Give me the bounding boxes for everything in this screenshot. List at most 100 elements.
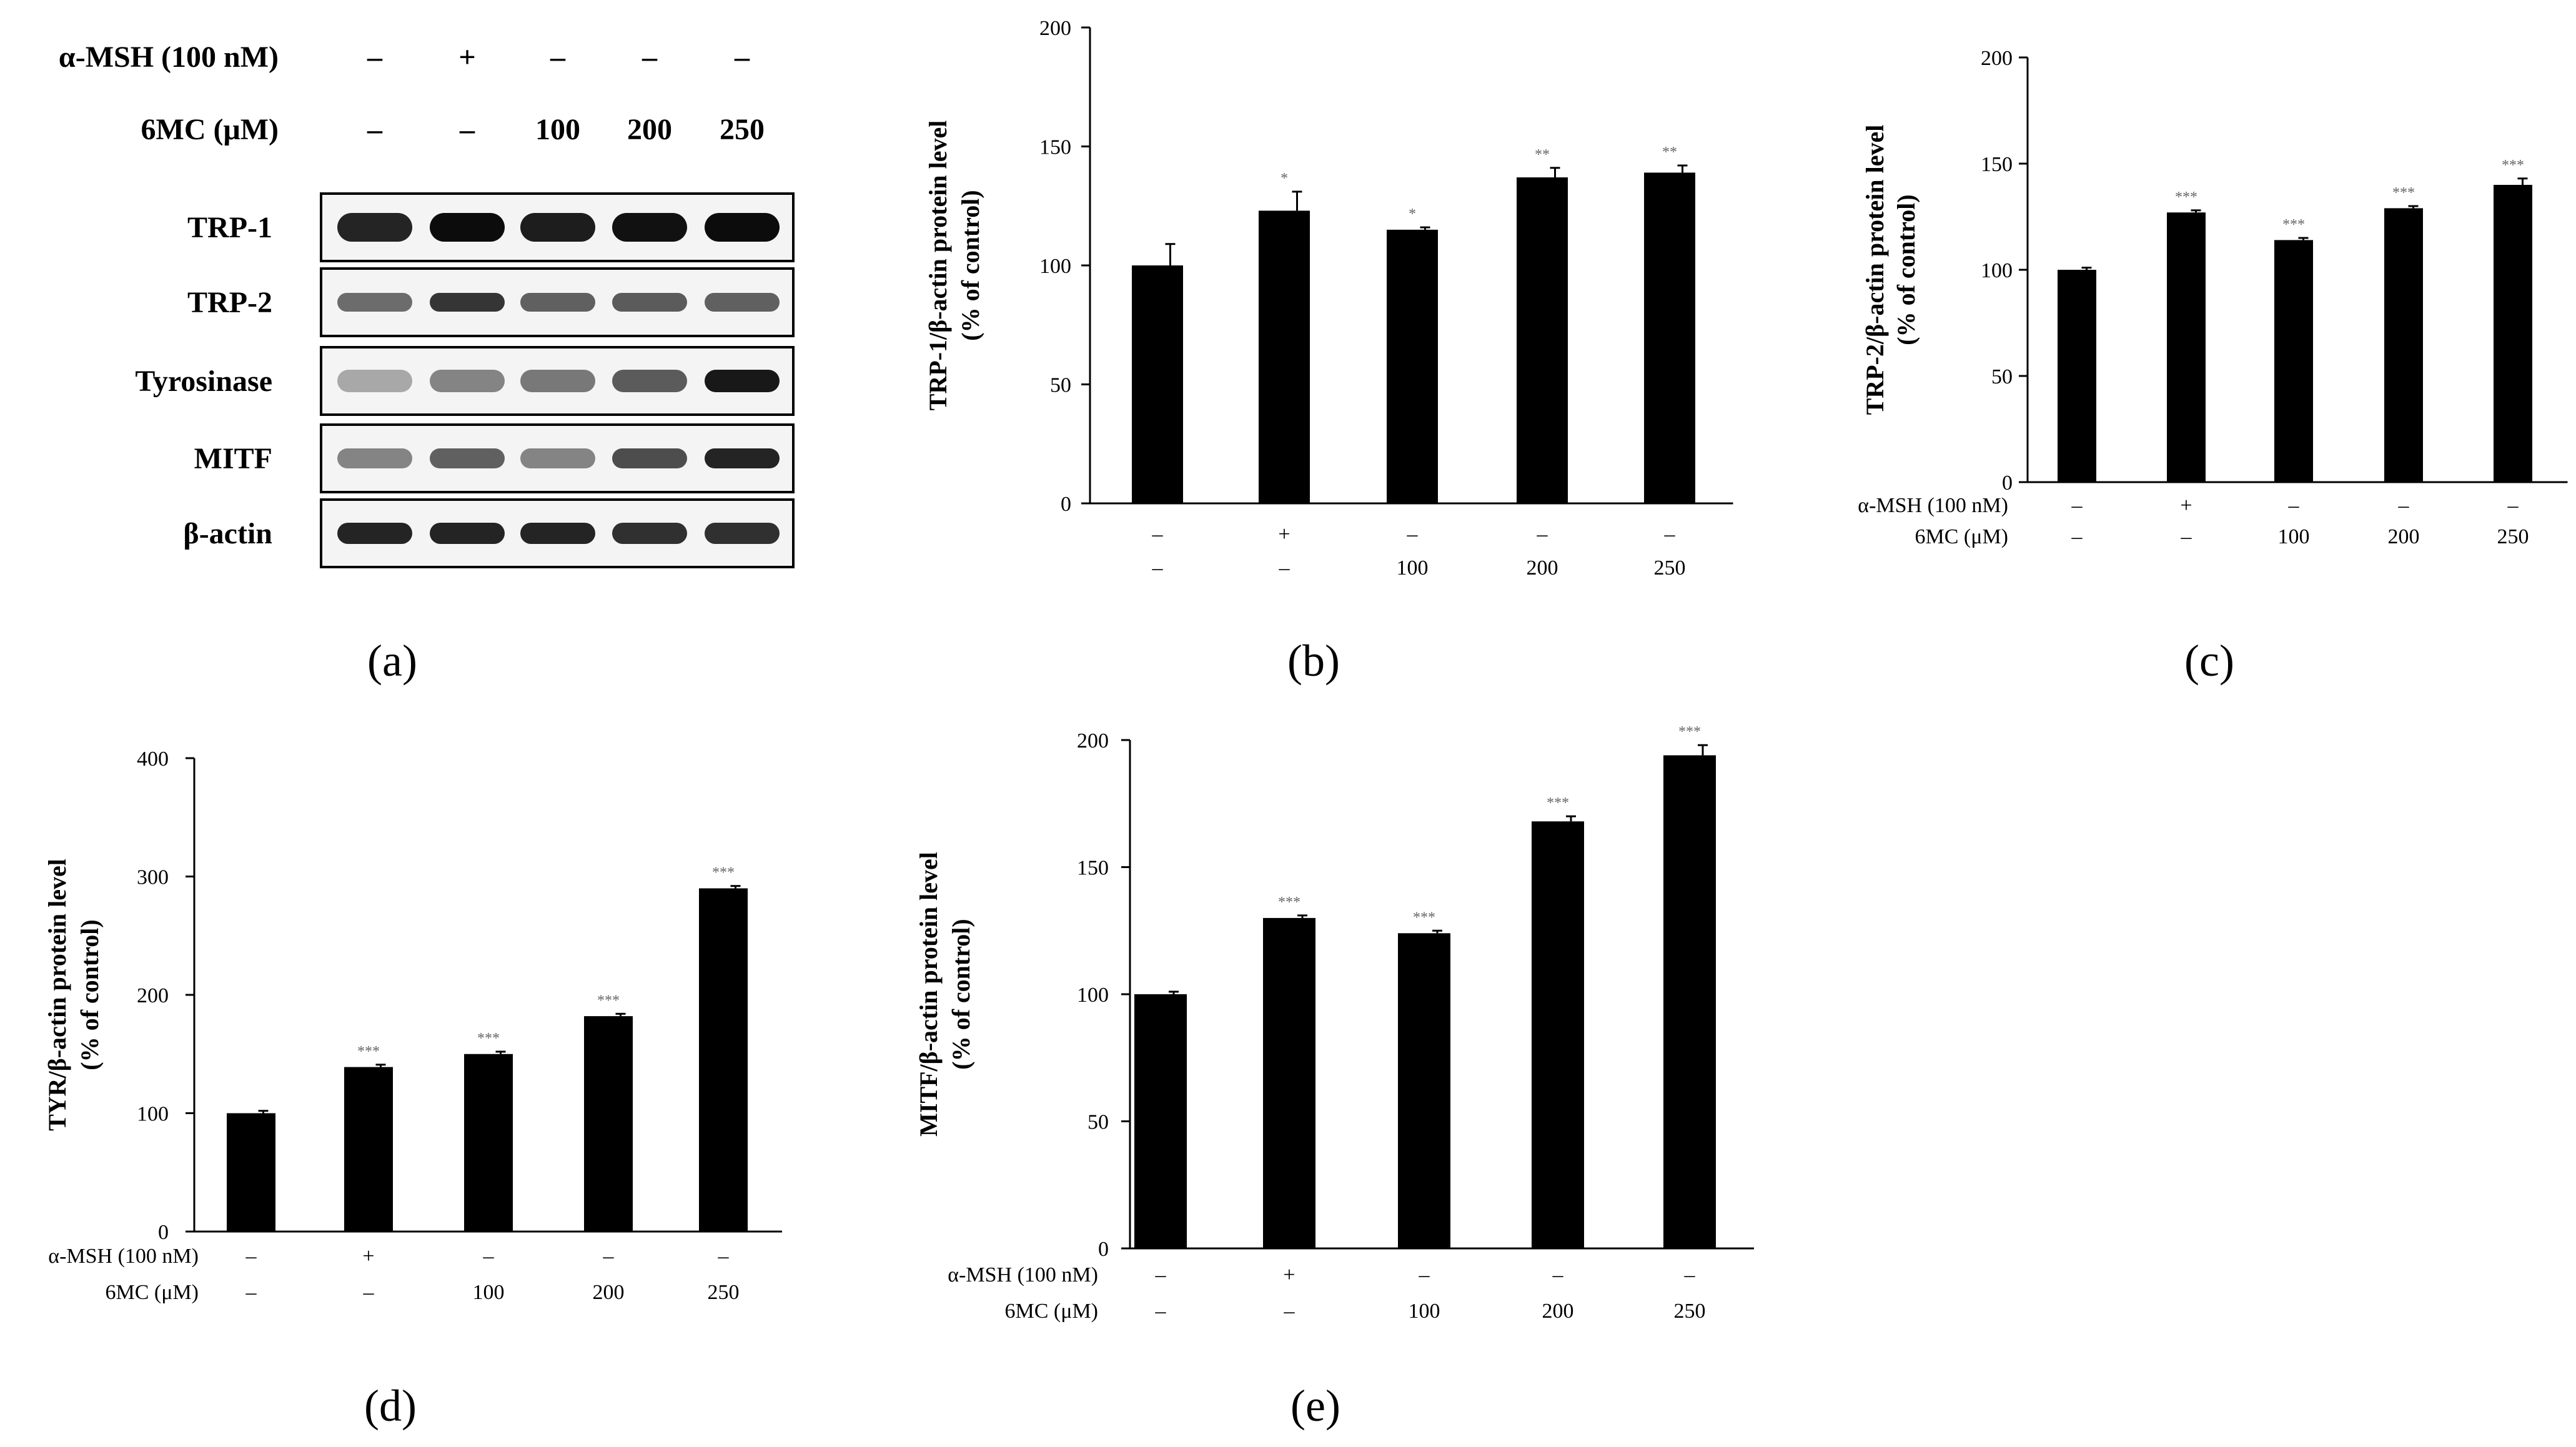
- y-tick-label: 200: [1981, 47, 2013, 70]
- y-tick-label: 50: [1087, 1111, 1109, 1134]
- blot-condition-value: –: [367, 41, 383, 74]
- condition-value: +: [362, 1245, 374, 1268]
- blot-band: [705, 370, 780, 392]
- y-tick-label: 100: [137, 1103, 169, 1126]
- condition-value: –: [2507, 494, 2519, 517]
- condition-row-label: α-MSH (100 nM): [1858, 494, 2008, 517]
- condition-value: –: [1155, 1263, 1167, 1286]
- blot-band: [337, 213, 412, 242]
- bar: [1532, 821, 1584, 1248]
- bar: [2274, 240, 2313, 482]
- chart-tyr: 0 100 200 300 400 TYR/β-actin protein level (%…: [43, 748, 782, 1304]
- condition-value: –: [1537, 523, 1548, 546]
- blot-condition-value: –: [734, 41, 750, 74]
- condition-value: –: [2071, 494, 2083, 517]
- y-tick-label: 0: [2002, 472, 2013, 495]
- blot-band: [612, 370, 687, 392]
- significance-marker: ***: [2282, 217, 2305, 233]
- bar: [2167, 212, 2206, 482]
- y-axis-label-unit: (% of control): [947, 919, 975, 1069]
- condition-value: –: [1152, 523, 1164, 546]
- blot-band: [612, 448, 687, 468]
- condition-value: –: [1155, 1300, 1167, 1323]
- bar: [1387, 229, 1438, 503]
- blot-band: [612, 523, 687, 544]
- bar: [699, 888, 748, 1232]
- western-blot-panel: α-MSH (100 nM) – + – – – 6MC (μM) – – 100 200 250 TR…: [59, 41, 795, 568]
- significance-marker: *: [1409, 206, 1416, 222]
- condition-value: 200: [1527, 556, 1558, 580]
- significance-marker: ***: [1278, 894, 1300, 911]
- y-tick-label: 50: [1050, 374, 1071, 397]
- blot-band: [337, 293, 412, 312]
- bar: [1259, 210, 1310, 503]
- bar: [1398, 933, 1450, 1248]
- bar: [1517, 177, 1568, 503]
- bar: [1263, 917, 1315, 1248]
- condition-value: –: [603, 1245, 615, 1268]
- condition-value: +: [2180, 494, 2192, 517]
- y-tick-label: 0: [1061, 493, 1071, 516]
- blot-band: [612, 293, 687, 312]
- condition-value: 250: [1674, 1300, 1706, 1323]
- condition-value: 200: [593, 1281, 625, 1304]
- blot-condition-value: 100: [535, 113, 580, 146]
- condition-value: +: [1278, 523, 1290, 546]
- significance-marker: ***: [712, 865, 735, 881]
- blot-protein-label: β-actin: [183, 517, 272, 550]
- y-tick-label: 100: [1039, 255, 1071, 278]
- blot-protein-label: Tyrosinase: [135, 365, 272, 398]
- blot-band: [705, 213, 780, 242]
- chart-trp2: 0 50 100 150 200 TRP-2/β-actin protein level(…: [1858, 47, 2568, 548]
- condition-value: 100: [1409, 1300, 1440, 1323]
- blot-protein-label: TRP-2: [187, 286, 272, 319]
- blot-band: [430, 293, 505, 312]
- panel-label-c: (c): [2184, 636, 2234, 686]
- y-tick-label: 0: [1098, 1238, 1109, 1261]
- significance-marker: **: [1535, 147, 1550, 163]
- y-tick-label: 200: [137, 984, 169, 1007]
- panel-label-a: (a): [367, 636, 417, 686]
- condition-value: –: [1419, 1263, 1430, 1286]
- blot-band: [520, 523, 595, 544]
- bar: [1134, 994, 1187, 1248]
- condition-row-label: 6MC (μM): [1915, 525, 2008, 548]
- y-axis-label: TRP-1/β-actin protein level: [924, 121, 952, 411]
- bar: [2494, 185, 2532, 482]
- condition-value: –: [1152, 556, 1164, 580]
- y-tick-label: 150: [1077, 857, 1109, 880]
- significance-marker: ***: [2502, 157, 2524, 174]
- panel-label-d: (d): [364, 1381, 417, 1431]
- condition-value: 100: [2278, 525, 2310, 548]
- condition-value: –: [1407, 523, 1419, 546]
- y-axis-label: MITF/β-actin protein level: [914, 852, 943, 1137]
- y-tick-label: 150: [1039, 136, 1071, 159]
- condition-value: 250: [2497, 525, 2529, 548]
- condition-row-label: 6MC (μM): [105, 1281, 199, 1304]
- significance-marker: ***: [1678, 724, 1701, 740]
- blot-condition-label: 6MC (μM): [141, 113, 279, 146]
- condition-value: –: [1664, 523, 1676, 546]
- significance-marker: ***: [2175, 189, 2197, 205]
- y-tick-label: 150: [1981, 153, 2013, 176]
- condition-value: 250: [708, 1281, 740, 1304]
- blot-band: [612, 213, 687, 242]
- blot-band: [430, 523, 505, 544]
- blot-band: [705, 293, 780, 312]
- blot-band: [520, 293, 595, 312]
- chart-mitf: 0 50 100 150 200 MITF/β-actin protein level (%…: [914, 724, 1754, 1323]
- condition-value: –: [245, 1245, 257, 1268]
- panel-label-e: (e): [1290, 1381, 1340, 1431]
- y-tick-label: 200: [1039, 17, 1071, 40]
- y-tick-label: 400: [137, 748, 169, 771]
- condition-value: +: [1283, 1263, 1295, 1286]
- condition-row-label: 6MC (μM): [1004, 1300, 1098, 1323]
- condition-value: –: [2071, 525, 2083, 548]
- y-tick-label: 100: [1981, 259, 2013, 282]
- significance-marker: **: [1662, 144, 1677, 161]
- blot-condition-label: α-MSH (100 nM): [59, 41, 279, 74]
- blot-protein-label: TRP-1: [187, 211, 272, 244]
- condition-value: 250: [1654, 556, 1686, 580]
- bar: [344, 1067, 393, 1232]
